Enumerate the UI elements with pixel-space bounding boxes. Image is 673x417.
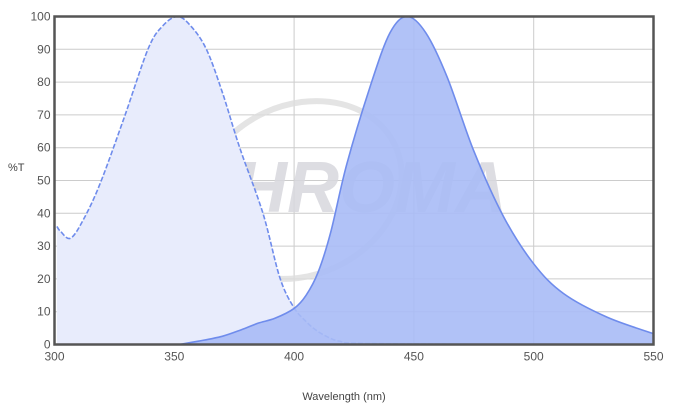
- x-tick-label: 300: [44, 350, 64, 364]
- series-1-area: [56, 16, 534, 345]
- y-tick-label: 90: [37, 42, 51, 56]
- x-tick-label: 350: [164, 350, 184, 364]
- y-tick-label: 10: [37, 305, 51, 319]
- x-tick-label: 400: [284, 350, 304, 364]
- tick-labels: 0 10 20 30 40 50 60 70 80 90 100 300 350 400 450 500 550: [30, 10, 663, 364]
- y-tick-label: 30: [37, 239, 51, 253]
- series-layer: [56, 15, 654, 346]
- plot-frame: [53, 15, 655, 346]
- y-tick-label: 60: [37, 141, 51, 155]
- x-tick-label: 550: [643, 350, 663, 364]
- series-2-line: [178, 15, 654, 346]
- x-tick-label: 450: [404, 350, 424, 364]
- y-tick-label: 50: [37, 174, 51, 188]
- y-tick-label: 0: [44, 338, 51, 352]
- x-axis-label: Wavelength (nm): [302, 391, 385, 403]
- y-tick-label: 80: [37, 75, 51, 89]
- series-2-area: [179, 16, 654, 345]
- y-tick-label: 40: [37, 206, 51, 220]
- x-tick-label: 500: [524, 350, 544, 364]
- y-tick-label: 70: [37, 108, 51, 122]
- y-tick-label: 100: [30, 10, 50, 24]
- y-axis-label: %T: [8, 162, 25, 174]
- y-tick-label: 20: [37, 272, 51, 286]
